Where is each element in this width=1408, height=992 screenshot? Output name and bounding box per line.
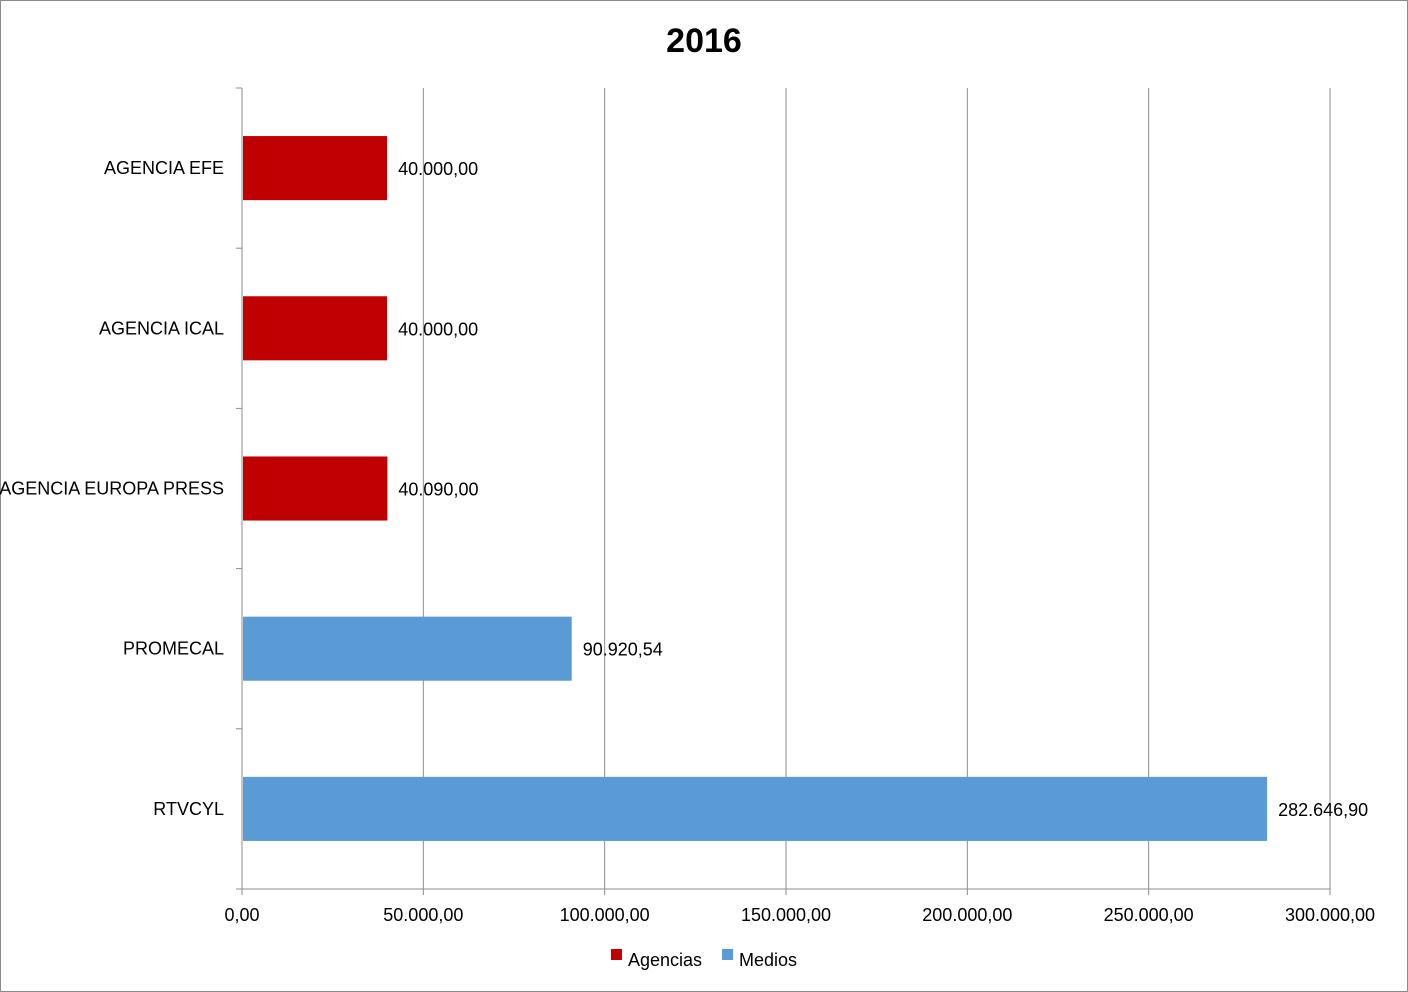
- bar: [243, 616, 572, 681]
- x-tick-label: 300.000,00: [1285, 905, 1375, 925]
- legend-swatch: [722, 949, 734, 960]
- data-label: 40.000,00: [398, 319, 478, 339]
- bars: [243, 136, 1268, 841]
- category-label: AGENCIA ICAL: [99, 318, 224, 338]
- data-label: 282.646,90: [1278, 800, 1368, 820]
- x-tick-label: 200.000,00: [922, 905, 1012, 925]
- x-tick-label: 0,00: [224, 905, 259, 925]
- legend-swatch: [610, 949, 622, 960]
- bar: [243, 456, 388, 521]
- axes: [236, 87, 1331, 895]
- category-label: PROMECAL: [123, 639, 224, 659]
- bar: [243, 296, 388, 361]
- legend-label: Medios: [739, 950, 797, 970]
- category-label: AGENCIA EFE: [104, 158, 224, 178]
- bar: [243, 136, 388, 201]
- grid-lines: [422, 88, 1331, 889]
- category-label: RTVCYL: [153, 799, 224, 819]
- x-tick-label: 100.000,00: [560, 905, 650, 925]
- data-label: 90.920,54: [583, 640, 663, 660]
- labels: 0,00 50.000,00 100.000,00 150.000,00 200.000…: [0, 158, 1375, 925]
- x-tick-label: 50.000,00: [383, 905, 463, 925]
- category-label: AGENCIA EUROPA PRESS: [0, 479, 224, 499]
- legend: Agencias Medios: [610, 949, 797, 970]
- chart-title: 2016: [666, 22, 742, 60]
- data-label: 40.090,00: [398, 480, 478, 500]
- x-tick-label: 250.000,00: [1104, 905, 1194, 925]
- x-tick-label: 150.000,00: [741, 905, 831, 925]
- legend-label: Agencias: [628, 950, 702, 970]
- data-label: 40.000,00: [398, 159, 478, 179]
- bar: [243, 776, 1268, 841]
